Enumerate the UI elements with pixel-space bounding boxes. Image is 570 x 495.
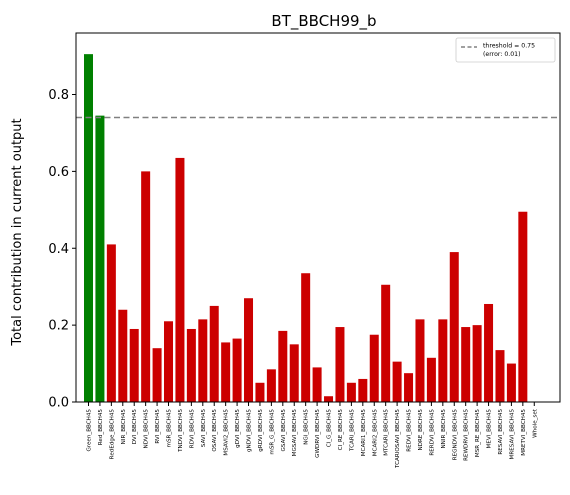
bar-CI_G_BBCH45: [324, 396, 334, 402]
bar-GWDRVI_BBCH45: [312, 367, 322, 402]
x-tick-label: NDRE_BBCH45: [418, 409, 424, 451]
x-tick-label: gRDVI_BBCH45: [258, 409, 264, 452]
bar-RedEdge_BBCH45: [106, 244, 116, 402]
x-tick-label: mSR_BBCH45: [167, 409, 173, 448]
bar-NIR_BBCH45: [118, 309, 128, 402]
x-tick-label: gDVI_BBCH45: [235, 409, 241, 448]
bar-TCARI_BBCH45: [346, 382, 356, 402]
bar-REDVI_BBCH45: [404, 373, 414, 402]
x-axis-ticks: Green_BBCH45 Red_BBCH45 RedEdge_BBCH45 NIR_…: [87, 402, 538, 469]
x-tick-label: NNIR_BBCH45: [441, 409, 447, 449]
bar-NNIR_BBCH45: [438, 319, 448, 402]
bar-gRDVI_BBCH45: [255, 382, 265, 402]
bar-NDRE_BBCH45: [415, 319, 425, 402]
y-tick-label: 0.6: [48, 165, 69, 180]
x-tick-label: MTCARI_BBCH45: [384, 409, 390, 456]
x-tick-label: RDVI_BBCH45: [189, 409, 195, 449]
x-tick-label: TCARI_BBCH45: [349, 409, 355, 452]
x-tick-label: GWDRVI_BBCH45: [315, 409, 321, 458]
bars-group: [84, 54, 528, 403]
x-tick-label: TNDVI_BBCH45: [178, 409, 184, 453]
x-tick-label: RERDVI_BBCH45: [429, 409, 435, 456]
bar-RVI_BBCH45: [152, 348, 162, 402]
bar-MTCARI_BBCH45: [381, 284, 391, 402]
bar-Green_BBCH45: [84, 54, 93, 402]
bar-DVI_BBCH45: [129, 328, 139, 402]
bar-TCARIOSAVI_BBCH45: [392, 361, 402, 402]
legend-box: [455, 37, 556, 63]
x-tick-label: RVI_BBCH45: [155, 409, 161, 444]
y-axis-label: Total contribution in current output: [10, 118, 25, 346]
bar-MSAVI2_BBCH45: [221, 342, 231, 402]
x-tick-label: REWDRVI_BBCH45: [464, 409, 470, 461]
x-tick-label: Whole_set: [532, 408, 538, 438]
x-tick-label: MGSAVI_BBCH45: [292, 409, 298, 457]
x-tick-label: MRETVI_BBCH45: [521, 409, 527, 456]
x-tick-label: CI_G_BBCH45: [327, 409, 333, 448]
bar-OSAVI_BBCH45: [209, 305, 219, 402]
y-tick-label: 0.2: [48, 319, 69, 334]
x-tick-label: Green_BBCH45: [87, 409, 93, 452]
x-tick-label: RESAVI_BBCH45: [498, 409, 504, 455]
x-tick-label: Red_BBCH45: [98, 409, 104, 446]
bar-SAVI_BBCH45: [198, 319, 208, 402]
x-tick-label: NDVI_BBCH45: [144, 409, 150, 449]
bar-mSR_G_BBCH45: [266, 369, 276, 402]
bar-NGI_BBCH45: [301, 273, 311, 402]
x-tick-label: MEVI_BBCH45: [487, 409, 493, 449]
bar-GSAVI_BBCH45: [278, 330, 288, 402]
bar-MGSAVI_BBCH45: [289, 344, 299, 402]
bar-MSR_RE_BBCH45: [472, 325, 482, 403]
bar-TNDVI_BBCH45: [175, 157, 185, 402]
legend-error-label: (error: 0.01): [483, 51, 521, 58]
y-tick-label: 0.0: [48, 396, 69, 411]
bar-RDVI_BBCH45: [186, 328, 196, 402]
x-tick-label: TCARIOSAVI_BBCH45: [395, 409, 401, 469]
x-tick-label: NGI_BBCH45: [304, 409, 310, 445]
bar-MCARI1_BBCH45: [358, 378, 368, 402]
bar-MCARI2_BBCH45: [369, 334, 379, 402]
bar-MRETVI_BBCH45: [518, 211, 528, 402]
bar-RESAVI_BBCH45: [495, 350, 505, 402]
bar-NDVI_BBCH45: [141, 171, 151, 403]
x-tick-label: MSR_RE_BBCH45: [475, 409, 481, 458]
x-tick-label: RedEdge_BBCH45: [109, 409, 115, 460]
x-tick-label: SAVI_BBCH45: [201, 409, 207, 448]
x-tick-label: DVI_BBCH45: [132, 409, 138, 445]
legend: threshold = 0.75 (error: 0.01): [455, 37, 556, 63]
x-tick-label: GSAVI_BBCH45: [281, 409, 287, 452]
x-tick-label: OSAVI_BBCH45: [212, 409, 218, 452]
x-tick-label: NIR_BBCH45: [121, 409, 127, 445]
x-tick-label: mSR_G_BBCH45: [269, 409, 275, 455]
x-tick-label: MCARI1_BBCH45: [361, 409, 367, 457]
bar-RERDVI_BBCH45: [426, 357, 436, 402]
bar-CI_RE_BBCH45: [335, 327, 345, 402]
legend-threshold-label: threshold = 0.75: [483, 43, 535, 50]
y-tick-label: 0.4: [48, 242, 69, 257]
bar-gNDVI_BBCH45: [244, 298, 254, 402]
bar-MRESAVI_BBCH45: [506, 363, 516, 402]
plot-area-frame: [75, 32, 561, 403]
x-tick-label: MCARI2_BBCH45: [372, 409, 378, 457]
bar-gDVI_BBCH45: [232, 338, 242, 402]
x-tick-label: REGNDVI_BBCH45: [452, 409, 458, 461]
x-tick-label: CI_RE_BBCH45: [338, 409, 344, 451]
bar-REWDRVI_BBCH45: [461, 327, 471, 402]
x-tick-label: MSAVI2_BBCH45: [224, 409, 230, 456]
bar-REGNDVI_BBCH45: [449, 252, 459, 402]
x-tick-label: REDVI_BBCH45: [407, 409, 413, 452]
bar-MEVI_BBCH45: [484, 303, 494, 402]
y-axis-ticks: 0.0 0.2 0.4 0.6 0.8: [48, 88, 76, 411]
bar-mSR_BBCH45: [164, 321, 174, 402]
chart-title: BT_BBCH99_b: [271, 12, 376, 31]
x-tick-label: gNDVI_BBCH45: [247, 409, 253, 452]
bar-Red_BBCH45: [95, 115, 105, 402]
y-tick-label: 0.8: [48, 88, 69, 103]
x-tick-label: MRESAVI_BBCH45: [509, 409, 515, 460]
